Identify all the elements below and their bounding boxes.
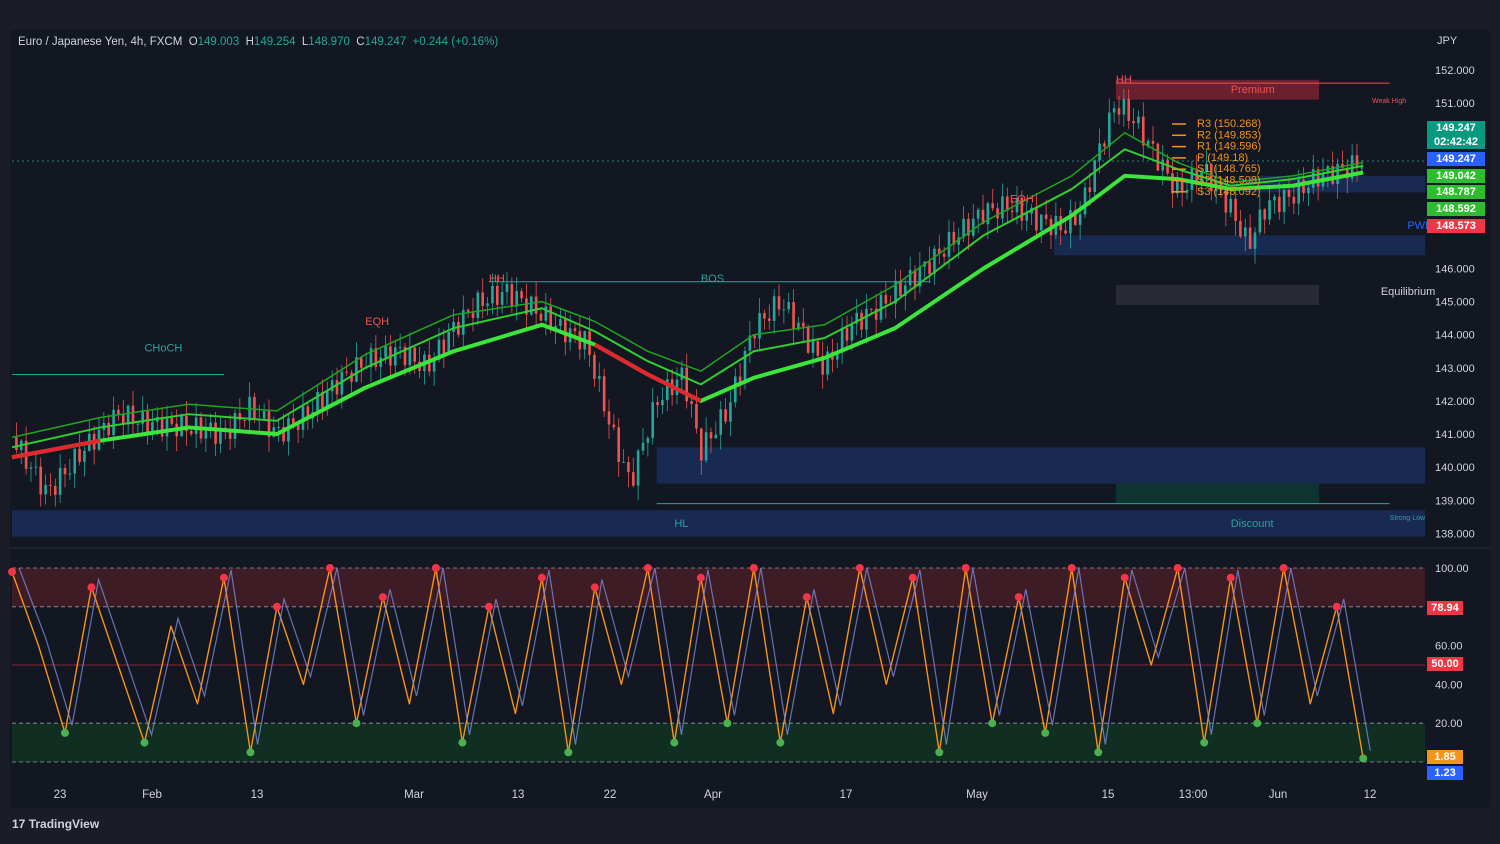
chart-frame bbox=[10, 30, 1490, 808]
oscillator-value-tag: 1.23 bbox=[1427, 766, 1463, 780]
currency-label: JPY bbox=[1437, 35, 1458, 47]
price-tag: 148.592 bbox=[1427, 202, 1485, 216]
open-label: O bbox=[188, 36, 198, 48]
high-value: 149.254 bbox=[253, 36, 296, 48]
chart-header: Euro / Japanese Yen, 4h, FXCM O149.003 H… bbox=[18, 36, 498, 48]
oscillator-value-tag: 78.94 bbox=[1427, 601, 1463, 615]
low-value: 148.970 bbox=[308, 36, 350, 48]
tradingview-icon: 17 bbox=[12, 817, 26, 831]
low-label: L bbox=[301, 36, 309, 48]
close-label: C bbox=[356, 36, 365, 48]
brand-label: TradingView bbox=[28, 817, 100, 831]
close-value: 149.247 bbox=[364, 36, 407, 48]
oscillator-value-tag: 1.85 bbox=[1427, 750, 1463, 764]
oscillator-value-tag: 50.00 bbox=[1427, 657, 1463, 671]
change-value: +0.244 (+0.16%) bbox=[412, 36, 499, 48]
price-tag: 149.042 bbox=[1427, 169, 1485, 183]
price-tag: 149.247 bbox=[1427, 152, 1485, 166]
price-tag: 148.573 bbox=[1427, 219, 1485, 233]
high-label: H bbox=[245, 36, 254, 48]
price-tag: 148.787 bbox=[1427, 185, 1485, 199]
symbol-title[interactable]: Euro / Japanese Yen, 4h, FXCM bbox=[18, 36, 183, 48]
price-tag: 02:42:42 bbox=[1427, 135, 1485, 149]
tradingview-logo[interactable]: 17 TradingView bbox=[12, 817, 99, 831]
price-tag: 149.247 bbox=[1427, 121, 1485, 135]
open-value: 149.003 bbox=[197, 36, 240, 48]
